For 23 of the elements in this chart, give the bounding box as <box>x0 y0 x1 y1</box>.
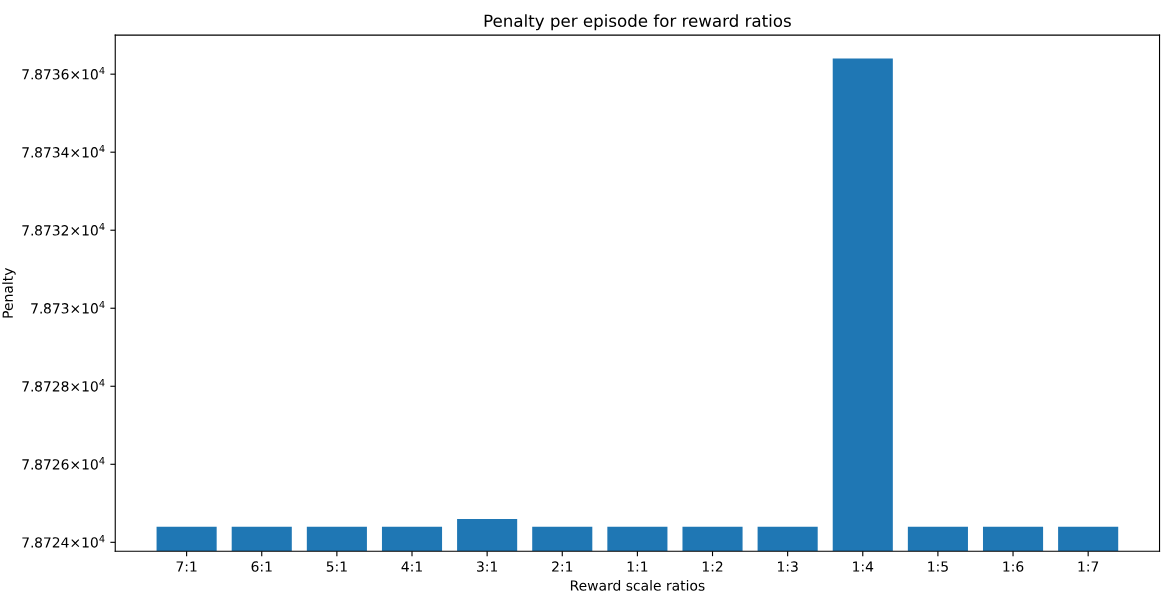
y-tick-label: 7.8728×10$^{4}$ <box>22 379 105 392</box>
x-tick-label: 4:1 <box>401 561 422 572</box>
x-tick-label: 1:5 <box>928 561 948 572</box>
x-tick-label: 7:1 <box>176 561 197 572</box>
x-tick-label: 1:7 <box>1078 561 1099 572</box>
x-tick-label: 5:1 <box>326 561 347 572</box>
y-tick-label: 7.873×10$^{4}$ <box>31 301 105 314</box>
y-tick-label: 7.8736×10$^{4}$ <box>22 66 105 80</box>
x-tick-label: 6:1 <box>251 561 272 572</box>
x-axis-title: Reward scale ratios <box>570 580 705 591</box>
x-tick-label: 1:6 <box>1003 561 1024 572</box>
x-tick-label: 1:1 <box>627 561 648 572</box>
y-tick-label: 7.8734×10$^{4}$ <box>22 144 105 158</box>
x-tick-label: 1:2 <box>702 561 723 572</box>
x-tick-label: 3:1 <box>477 561 498 572</box>
x-tick-label: 1:4 <box>853 561 874 572</box>
y-axis-title: Penalty <box>2 268 16 318</box>
y-tick-label: 7.8724×10$^{4}$ <box>22 535 105 548</box>
y-tick-label: 7.8732×10$^{4}$ <box>22 222 105 236</box>
x-tick-label: 2:1 <box>552 561 573 572</box>
chart-title: Penalty per episode for reward ratios <box>484 14 791 31</box>
y-tick-label: 7.8726×10$^{4}$ <box>22 457 105 470</box>
x-tick-label: 1:3 <box>778 561 798 572</box>
